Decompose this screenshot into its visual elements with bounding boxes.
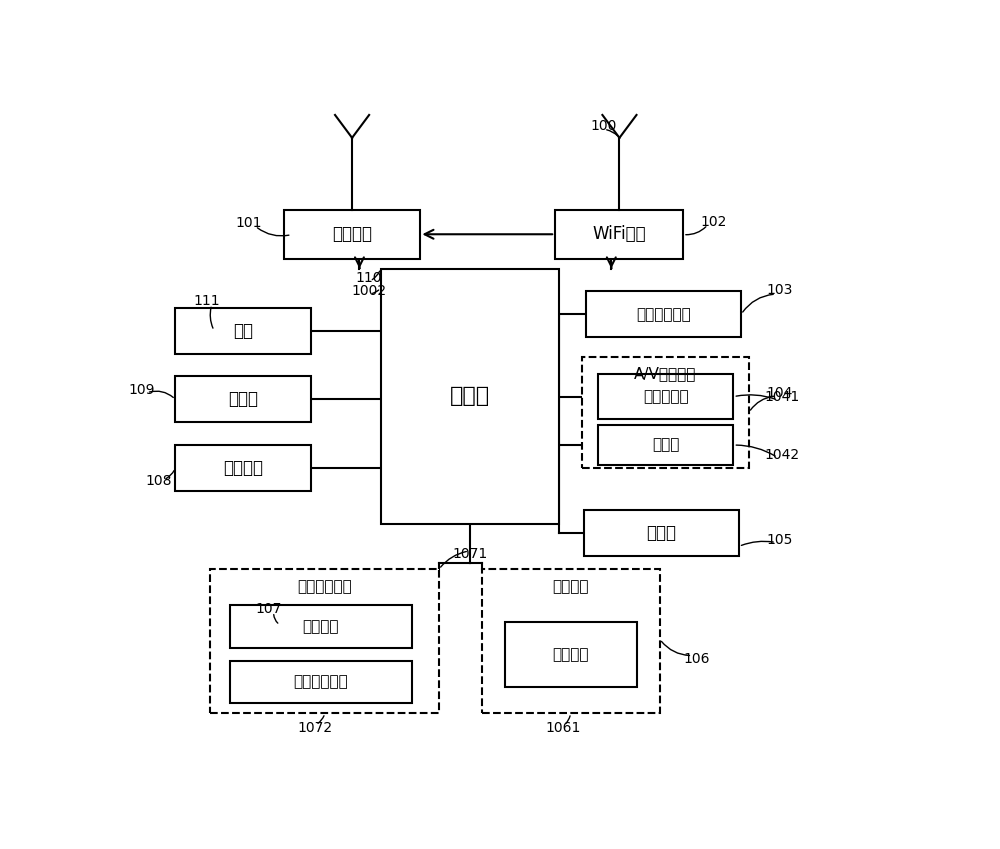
Text: 107: 107 bbox=[255, 602, 282, 616]
Text: 104: 104 bbox=[767, 385, 793, 400]
Bar bbox=[582, 357, 749, 468]
Text: 音频输出单元: 音频输出单元 bbox=[636, 306, 691, 322]
Bar bbox=[555, 210, 683, 259]
Text: 110: 110 bbox=[356, 272, 382, 285]
Text: 其他输入设备: 其他输入设备 bbox=[293, 675, 348, 689]
Text: 108: 108 bbox=[146, 474, 172, 488]
Text: WiFi模块: WiFi模块 bbox=[592, 225, 646, 244]
Bar bbox=[175, 308, 311, 353]
Text: 102: 102 bbox=[701, 215, 727, 228]
Bar bbox=[586, 291, 741, 337]
Text: 109: 109 bbox=[129, 383, 155, 396]
Text: 100: 100 bbox=[591, 119, 617, 133]
Bar bbox=[284, 210, 420, 259]
Text: 101: 101 bbox=[236, 216, 262, 230]
Text: 1071: 1071 bbox=[452, 548, 488, 561]
Text: 处理器: 处理器 bbox=[450, 386, 490, 406]
Text: 105: 105 bbox=[767, 533, 793, 547]
Text: 106: 106 bbox=[684, 652, 710, 666]
Bar bbox=[210, 570, 439, 713]
Text: 显示面板: 显示面板 bbox=[552, 647, 589, 661]
Text: 图形处理器: 图形处理器 bbox=[643, 389, 688, 404]
Text: 触控面板: 触控面板 bbox=[302, 619, 339, 634]
Text: 传感器: 传感器 bbox=[646, 525, 676, 543]
Text: 接口单元: 接口单元 bbox=[223, 459, 263, 477]
Text: 射频单元: 射频单元 bbox=[332, 225, 372, 244]
Bar bbox=[584, 510, 739, 556]
Bar bbox=[230, 605, 412, 648]
Bar bbox=[598, 374, 733, 419]
Bar bbox=[230, 661, 412, 703]
Text: 存储器: 存储器 bbox=[228, 391, 258, 408]
Text: 用户输入单元: 用户输入单元 bbox=[297, 579, 352, 594]
Bar bbox=[175, 445, 311, 491]
Bar bbox=[175, 376, 311, 422]
Text: 麦克风: 麦克风 bbox=[652, 437, 679, 453]
Bar bbox=[598, 425, 733, 464]
Text: 电源: 电源 bbox=[233, 322, 253, 340]
Bar bbox=[482, 570, 660, 713]
Text: 1061: 1061 bbox=[545, 721, 581, 735]
Bar bbox=[381, 268, 559, 524]
Text: 111: 111 bbox=[193, 295, 220, 308]
Text: A/V输入单元: A/V输入单元 bbox=[634, 367, 697, 382]
Text: 1041: 1041 bbox=[765, 391, 800, 404]
Text: 1002: 1002 bbox=[352, 284, 387, 299]
Bar bbox=[505, 621, 637, 687]
Text: 显示单元: 显示单元 bbox=[552, 579, 589, 594]
Text: 1042: 1042 bbox=[765, 448, 800, 462]
Text: 1072: 1072 bbox=[297, 721, 332, 735]
Text: 103: 103 bbox=[767, 284, 793, 297]
